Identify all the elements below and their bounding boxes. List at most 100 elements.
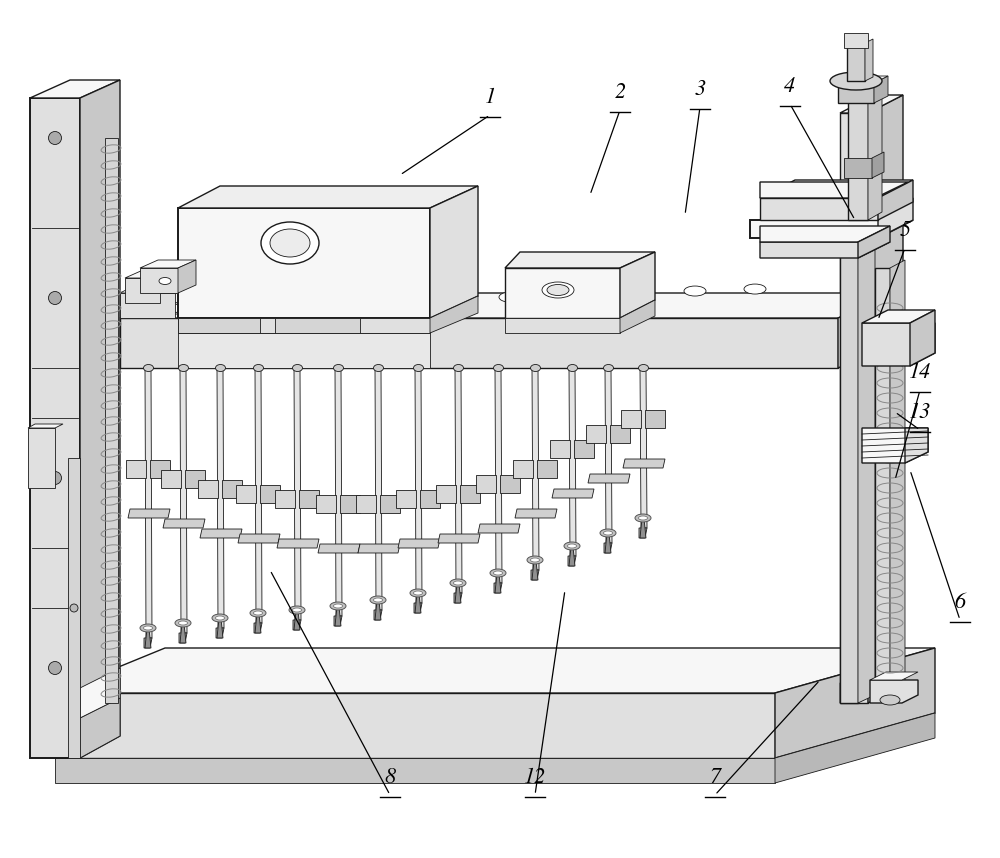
- Polygon shape: [335, 368, 342, 616]
- Polygon shape: [838, 293, 900, 368]
- Polygon shape: [438, 534, 480, 543]
- Polygon shape: [414, 603, 422, 613]
- Polygon shape: [28, 428, 55, 488]
- Polygon shape: [140, 268, 178, 293]
- Polygon shape: [532, 560, 538, 580]
- Polygon shape: [356, 495, 376, 513]
- Polygon shape: [750, 220, 913, 238]
- Polygon shape: [910, 310, 935, 366]
- Ellipse shape: [490, 569, 506, 577]
- Polygon shape: [294, 368, 301, 620]
- Polygon shape: [216, 628, 224, 638]
- Polygon shape: [334, 616, 342, 626]
- Polygon shape: [568, 556, 576, 566]
- Ellipse shape: [144, 365, 154, 372]
- Polygon shape: [55, 758, 775, 783]
- Polygon shape: [200, 529, 242, 538]
- Ellipse shape: [849, 433, 859, 443]
- Ellipse shape: [414, 365, 424, 372]
- Polygon shape: [760, 182, 908, 198]
- Ellipse shape: [530, 365, 540, 372]
- Text: 13: 13: [909, 402, 931, 423]
- Polygon shape: [862, 310, 935, 323]
- Ellipse shape: [140, 624, 156, 632]
- Polygon shape: [500, 475, 520, 493]
- Polygon shape: [178, 318, 430, 333]
- Polygon shape: [398, 539, 440, 548]
- Polygon shape: [513, 460, 533, 478]
- Polygon shape: [28, 424, 63, 428]
- Ellipse shape: [830, 72, 882, 90]
- Polygon shape: [340, 495, 360, 513]
- Ellipse shape: [48, 131, 62, 144]
- Polygon shape: [178, 186, 478, 208]
- Ellipse shape: [604, 365, 614, 372]
- Ellipse shape: [410, 589, 426, 597]
- Polygon shape: [476, 475, 496, 493]
- Polygon shape: [198, 480, 218, 498]
- Ellipse shape: [374, 365, 384, 372]
- Polygon shape: [275, 490, 295, 508]
- Polygon shape: [878, 180, 913, 220]
- Polygon shape: [316, 495, 336, 513]
- Polygon shape: [890, 260, 905, 693]
- Polygon shape: [844, 33, 868, 48]
- Polygon shape: [105, 138, 118, 703]
- Ellipse shape: [639, 365, 648, 372]
- Text: 1: 1: [484, 87, 496, 108]
- Ellipse shape: [330, 602, 346, 610]
- Polygon shape: [120, 318, 838, 368]
- Ellipse shape: [178, 365, 188, 372]
- Polygon shape: [620, 252, 655, 318]
- Polygon shape: [185, 470, 205, 488]
- Polygon shape: [505, 252, 655, 268]
- Text: 7: 7: [709, 767, 721, 788]
- Polygon shape: [623, 459, 665, 468]
- Polygon shape: [905, 428, 928, 463]
- Polygon shape: [550, 440, 570, 458]
- Polygon shape: [180, 368, 187, 633]
- Polygon shape: [178, 208, 430, 318]
- Polygon shape: [217, 368, 224, 628]
- Polygon shape: [375, 600, 381, 620]
- Ellipse shape: [568, 544, 576, 548]
- Ellipse shape: [414, 591, 422, 595]
- Ellipse shape: [216, 616, 224, 620]
- Ellipse shape: [542, 282, 574, 298]
- Polygon shape: [840, 113, 868, 703]
- Polygon shape: [868, 90, 882, 220]
- Polygon shape: [495, 573, 501, 593]
- Ellipse shape: [880, 695, 900, 705]
- Polygon shape: [862, 323, 935, 366]
- Text: 6: 6: [954, 592, 966, 613]
- Ellipse shape: [568, 365, 578, 372]
- Polygon shape: [455, 583, 461, 603]
- Polygon shape: [760, 242, 890, 258]
- Polygon shape: [775, 713, 935, 783]
- Polygon shape: [55, 693, 775, 758]
- Polygon shape: [30, 98, 80, 758]
- Ellipse shape: [450, 579, 466, 587]
- Ellipse shape: [334, 365, 344, 372]
- Polygon shape: [586, 425, 606, 443]
- Polygon shape: [858, 225, 875, 703]
- Polygon shape: [178, 333, 430, 368]
- Polygon shape: [255, 368, 262, 623]
- Polygon shape: [838, 76, 888, 83]
- Polygon shape: [374, 610, 382, 620]
- Ellipse shape: [370, 596, 386, 604]
- Polygon shape: [640, 368, 647, 528]
- Polygon shape: [478, 524, 520, 533]
- Polygon shape: [621, 410, 641, 428]
- Polygon shape: [415, 593, 421, 613]
- Polygon shape: [840, 663, 903, 703]
- Ellipse shape: [70, 604, 78, 612]
- Polygon shape: [870, 680, 918, 703]
- Text: 14: 14: [909, 362, 931, 383]
- Ellipse shape: [564, 542, 580, 550]
- Polygon shape: [80, 698, 120, 758]
- Ellipse shape: [684, 286, 706, 296]
- Polygon shape: [255, 613, 261, 633]
- Polygon shape: [574, 440, 594, 458]
- Polygon shape: [180, 623, 186, 643]
